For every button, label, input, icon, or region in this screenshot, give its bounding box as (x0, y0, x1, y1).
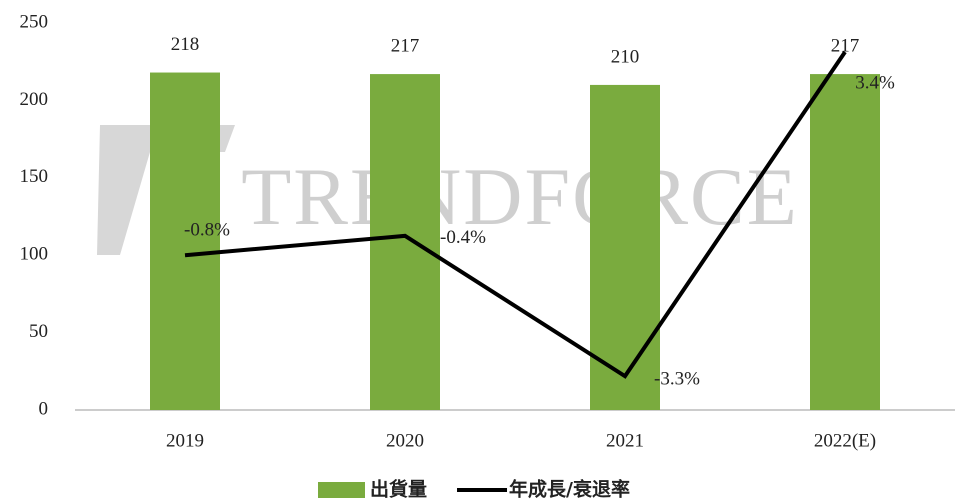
y-tick-label: 150 (20, 166, 49, 187)
line-value-label: 3.4% (855, 72, 895, 93)
watermark: TRENDFORCE (241, 151, 799, 242)
x-tick-label: 2020 (386, 430, 424, 451)
line (184, 50, 847, 379)
bar (370, 74, 440, 411)
bar-value-label: 217 (831, 35, 860, 56)
y-tick-label: 0 (39, 398, 49, 419)
legend-label: 出貨量 (370, 478, 427, 501)
x-tick-label: 2019 (166, 430, 204, 451)
line-value-label: -3.3% (654, 368, 700, 389)
line-value-label: -0.4% (440, 227, 486, 248)
bar (590, 84, 660, 411)
y-tick-label: 50 (29, 321, 48, 342)
x-tick-label: 2021 (606, 430, 644, 451)
legend-swatch (318, 482, 365, 498)
bar-value-label: 217 (391, 35, 420, 56)
watermark-logo (97, 125, 235, 255)
y-tick-label: 200 (20, 89, 49, 110)
y-tick-label: 250 (20, 11, 49, 32)
x-tick-label: 2022(E) (814, 430, 876, 451)
bar-value-label: 210 (611, 46, 640, 67)
bar-value-label: 218 (171, 34, 200, 55)
bar (150, 72, 220, 410)
bar (810, 74, 880, 411)
legend-label: 年成長/衰退率 (509, 478, 630, 501)
line-value-label: -0.8% (184, 220, 230, 241)
y-tick-label: 100 (20, 244, 49, 265)
